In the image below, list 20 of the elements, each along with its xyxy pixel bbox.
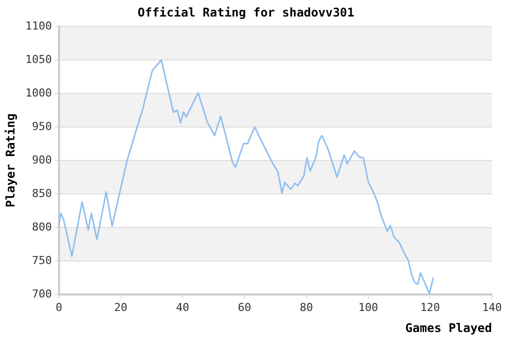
y-tick-label: 750 <box>32 254 52 267</box>
y-tick-label: 1000 <box>25 86 52 100</box>
x-tick-label: 60 <box>238 300 252 314</box>
x-tick-label: 100 <box>358 300 378 314</box>
y-axis-title: Player Rating <box>3 113 18 208</box>
chart-title: Official Rating for shadovv301 <box>138 5 354 20</box>
y-tick-label: 800 <box>32 220 52 234</box>
x-tick-label: 40 <box>176 300 190 314</box>
x-tick-label: 20 <box>114 300 128 314</box>
y-tick-label: 1050 <box>25 52 52 66</box>
y-tick-label: 1100 <box>25 19 52 32</box>
y-tick-label: 950 <box>32 120 52 133</box>
x-tick-label: 80 <box>300 300 314 314</box>
y-tick-label: 850 <box>32 186 52 200</box>
y-tick-label: 700 <box>32 287 52 300</box>
x-tick-label: 0 <box>56 300 62 314</box>
x-tick-label: 140 <box>482 300 502 314</box>
x-tick-label: 120 <box>420 300 440 314</box>
y-tick-label: 900 <box>32 153 52 166</box>
x-axis-title: Games Played <box>405 320 492 335</box>
